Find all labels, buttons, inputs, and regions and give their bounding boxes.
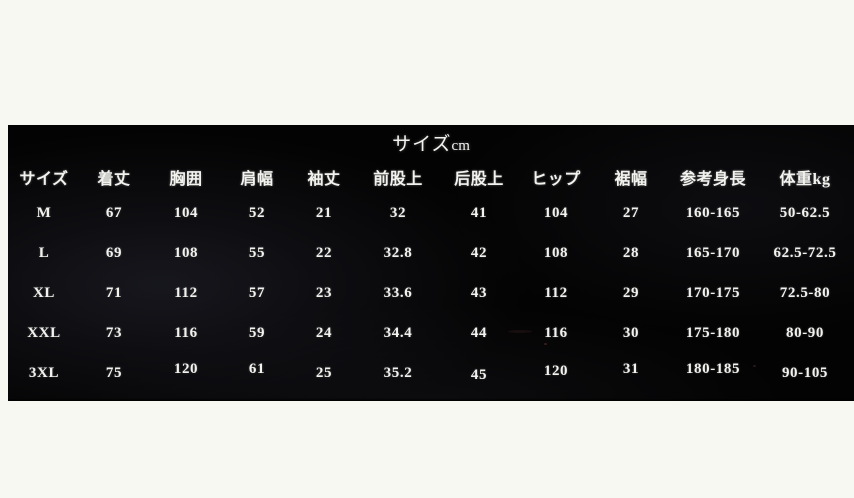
cell-hem-width: 27 (622, 204, 640, 221)
cell-back-rise: 43 (470, 284, 488, 301)
cell-length: 67 (105, 204, 123, 221)
cell-shoulder: 57 (248, 284, 266, 301)
cell-size: XXL (27, 324, 61, 341)
table-row: XL 71 112 57 23 33.6 43 112 29 170-175 7… (8, 273, 854, 313)
cell-bust: 108 (173, 244, 199, 261)
cell-weight: 50-62.5 (779, 204, 831, 221)
cell-sleeve: 23 (315, 284, 333, 301)
cell-sleeve: 24 (315, 324, 333, 341)
column-header-shoulder: 肩幅 (240, 171, 274, 188)
cell-hip: 104 (543, 204, 569, 221)
cell-hip: 112 (544, 284, 568, 301)
cell-weight: 72.5-80 (779, 284, 831, 301)
cell-height-ref: 170-175 (685, 284, 741, 301)
table-row: M 67 104 52 21 32 41 104 27 160-165 50-6… (8, 193, 854, 233)
table-row: L 69 108 55 22 32.8 42 108 28 165-170 62… (8, 233, 854, 273)
cell-length: 75 (105, 364, 123, 381)
cell-hem-width: 30 (622, 324, 640, 341)
cell-size: L (38, 244, 50, 261)
column-header-size: サイズ (19, 171, 69, 188)
cell-bust: 112 (174, 284, 198, 301)
cell-hip: 116 (544, 324, 568, 341)
cell-length: 69 (105, 244, 123, 261)
table-row: 3XL 75 120 61 25 35.2 45 120 31 180-185 … (8, 353, 854, 393)
column-header-hip: ヒップ (531, 171, 581, 188)
cell-weight: 80-90 (786, 324, 824, 341)
cell-front-rise: 32.8 (383, 244, 413, 261)
cell-height-ref: 180-185 (685, 360, 741, 377)
chart-title-unit: cm (451, 138, 470, 154)
cell-size: 3XL (28, 364, 60, 381)
cell-height-ref: 160-165 (685, 204, 741, 221)
cell-shoulder: 52 (248, 204, 266, 221)
cell-front-rise: 35.2 (383, 364, 413, 381)
cell-shoulder: 61 (248, 360, 266, 377)
cell-weight: 62.5-72.5 (773, 244, 837, 261)
cell-shoulder: 59 (248, 324, 266, 341)
cell-weight: 90-105 (781, 364, 829, 381)
cell-hem-width: 28 (622, 244, 640, 261)
column-header-back-rise: 后股上 (454, 171, 504, 188)
column-header-height-ref: 参考身長 (679, 171, 746, 188)
size-table: サイズ 着丈 胸囲 肩幅 袖丈 前股上 后股上 ヒップ 裾幅 参考身長 体重kg… (8, 161, 854, 393)
column-header-sleeve: 袖丈 (307, 171, 341, 188)
column-header-bust: 胸囲 (169, 171, 203, 188)
cell-bust: 104 (173, 204, 199, 221)
cell-back-rise: 45 (470, 366, 488, 383)
cell-sleeve: 25 (315, 364, 333, 381)
cell-size: XL (32, 284, 56, 301)
column-header-weight: 体重kg (779, 171, 831, 188)
column-header-front-rise: 前股上 (373, 171, 423, 188)
table-header-row: サイズ 着丈 胸囲 肩幅 袖丈 前股上 后股上 ヒップ 裾幅 参考身長 体重kg (8, 161, 854, 193)
cell-height-ref: 175-180 (685, 324, 741, 341)
cell-hem-width: 29 (622, 284, 640, 301)
column-header-hem-width: 裾幅 (614, 171, 648, 188)
table-row: XXL 73 116 59 24 34.4 44 116 30 175-180 … (8, 313, 854, 353)
cell-back-rise: 42 (470, 244, 488, 261)
cell-bust: 120 (173, 360, 199, 377)
cell-sleeve: 22 (315, 244, 333, 261)
cell-front-rise: 34.4 (383, 324, 413, 341)
cell-bust: 116 (174, 324, 198, 341)
cell-height-ref: 165-170 (685, 244, 741, 261)
column-header-length: 着丈 (97, 171, 131, 188)
cell-shoulder: 55 (248, 244, 266, 261)
cell-length: 73 (105, 324, 123, 341)
cell-sleeve: 21 (315, 204, 333, 221)
cell-hem-width: 31 (622, 360, 640, 377)
chart-title: サイズcm (8, 129, 854, 156)
chart-title-main: サイズ (392, 134, 452, 155)
cell-front-rise: 32 (389, 204, 407, 221)
cell-back-rise: 44 (470, 324, 488, 341)
size-chart-panel: サイズcm サイズ 着丈 胸囲 肩幅 袖丈 前股上 后股上 ヒップ 裾幅 参考身… (8, 125, 854, 401)
cell-hip: 108 (543, 244, 569, 261)
cell-hip: 120 (543, 362, 569, 379)
cell-length: 71 (105, 284, 123, 301)
cell-size: M (36, 204, 52, 221)
cell-back-rise: 41 (470, 204, 488, 221)
cell-front-rise: 33.6 (383, 284, 413, 301)
